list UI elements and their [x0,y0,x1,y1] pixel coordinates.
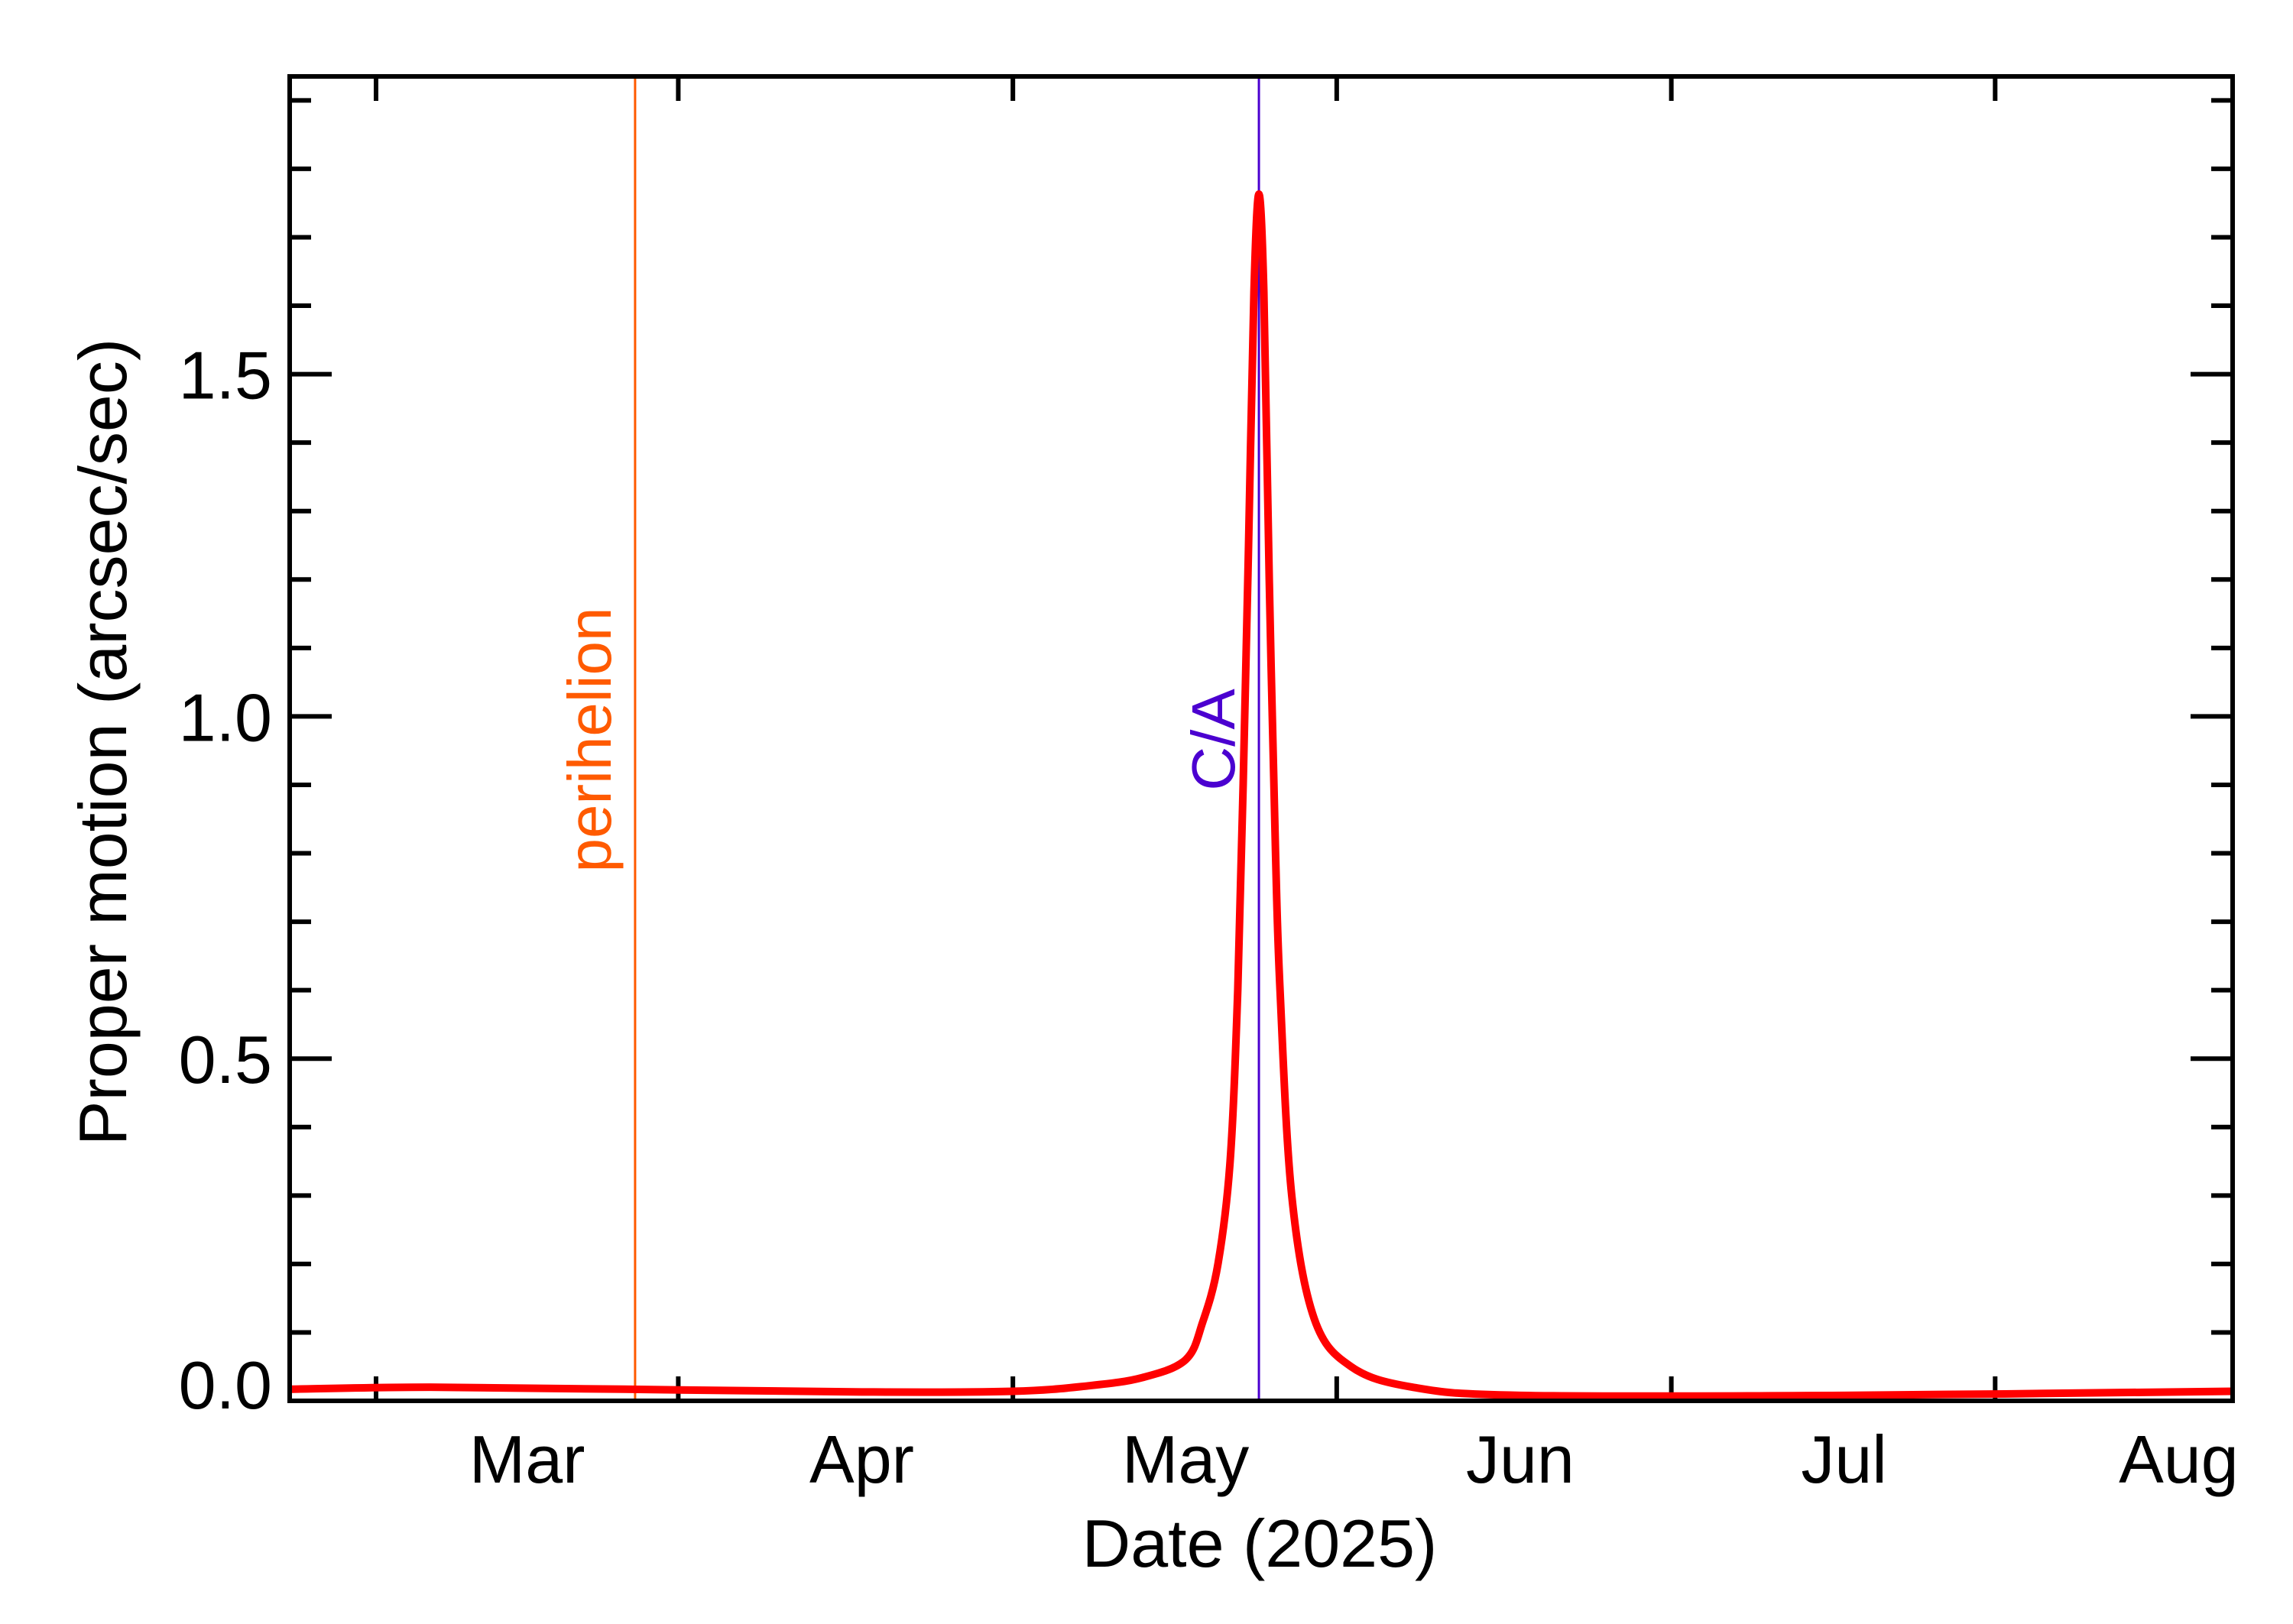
y-tick-label: 0.5 [179,1022,272,1097]
annotations: perihelion C/A [556,76,1260,1401]
tick-labels: Mar Apr May Jun Jul Aug 0.0 0.5 1.0 1.5 [179,338,2239,1497]
x-axis-title: Date (2025) [1082,1506,1438,1581]
x-tick-label: Aug [2119,1421,2239,1497]
y-tick-label: 1.0 [179,679,272,755]
x-tick-label: Jul [1801,1421,1887,1497]
plot-frame [287,74,2235,1403]
x-tick-label: May [1122,1421,1249,1497]
annotation-label-ca: C/A [1179,689,1247,791]
y-tick-label: 1.5 [179,338,272,413]
x-tick-label: Apr [809,1421,914,1497]
proper-motion-curve [289,190,2233,1400]
x-tick-label: Jun [1466,1421,1575,1497]
series-layer [289,190,2233,1400]
y-tick-label: 0.0 [179,1347,272,1423]
annotation-label-perihelion: perihelion [556,608,624,873]
x-tick-label: Mar [469,1421,585,1497]
y-axis-title: Proper motion (arcsec/sec) [65,339,141,1146]
